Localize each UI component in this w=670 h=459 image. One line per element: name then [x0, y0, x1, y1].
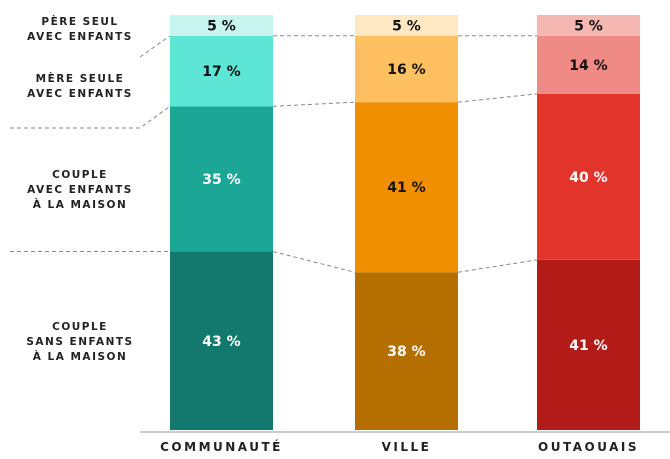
value-label: 40 %: [569, 170, 607, 186]
value-label: 41 %: [569, 338, 607, 354]
value-label: 41 %: [387, 180, 425, 196]
value-label: 38 %: [387, 344, 425, 360]
bar-segment: [537, 93, 640, 260]
x-tick-label: COMMUNAUTÉ: [160, 440, 283, 454]
legend-label: COUPLE SANS ENFANTS À LA MAISON: [26, 321, 134, 363]
legend-label: MÈRE SEULE AVEC ENFANTS: [27, 73, 133, 100]
bar-segment: [355, 15, 458, 36]
value-label: 5 %: [207, 18, 236, 34]
leader: [139, 35, 171, 58]
bar-segment: [355, 102, 458, 273]
legend-label: COUPLE AVEC ENFANTS À LA MAISON: [27, 169, 133, 211]
bar-segment: [170, 251, 273, 430]
x-tick-label: VILLE: [381, 440, 432, 454]
legend-label: PÈRE SEUL AVEC ENFANTS: [27, 16, 133, 43]
bar-segment: [537, 35, 640, 94]
value-label: 14 %: [569, 58, 607, 74]
connector: [457, 259, 538, 273]
bar-segment: [170, 106, 273, 252]
bar-segment: [170, 15, 273, 36]
value-label: 16 %: [387, 62, 425, 78]
bar-segment: [537, 15, 640, 36]
value-label: 5 %: [392, 18, 421, 34]
bar-segment: [537, 259, 640, 430]
bar-segment: [170, 35, 273, 107]
value-label: 35 %: [202, 172, 240, 188]
connector: [272, 251, 356, 273]
bar-segment: [355, 35, 458, 103]
connector: [457, 93, 538, 103]
connector: [272, 101, 356, 107]
value-label: 5 %: [574, 18, 603, 34]
x-tick-label: OUTAOUAIS: [538, 440, 639, 454]
leader: [10, 105, 171, 129]
value-label: 17 %: [202, 64, 240, 80]
bar-segment: [355, 272, 458, 430]
value-label: 43 %: [202, 334, 240, 350]
